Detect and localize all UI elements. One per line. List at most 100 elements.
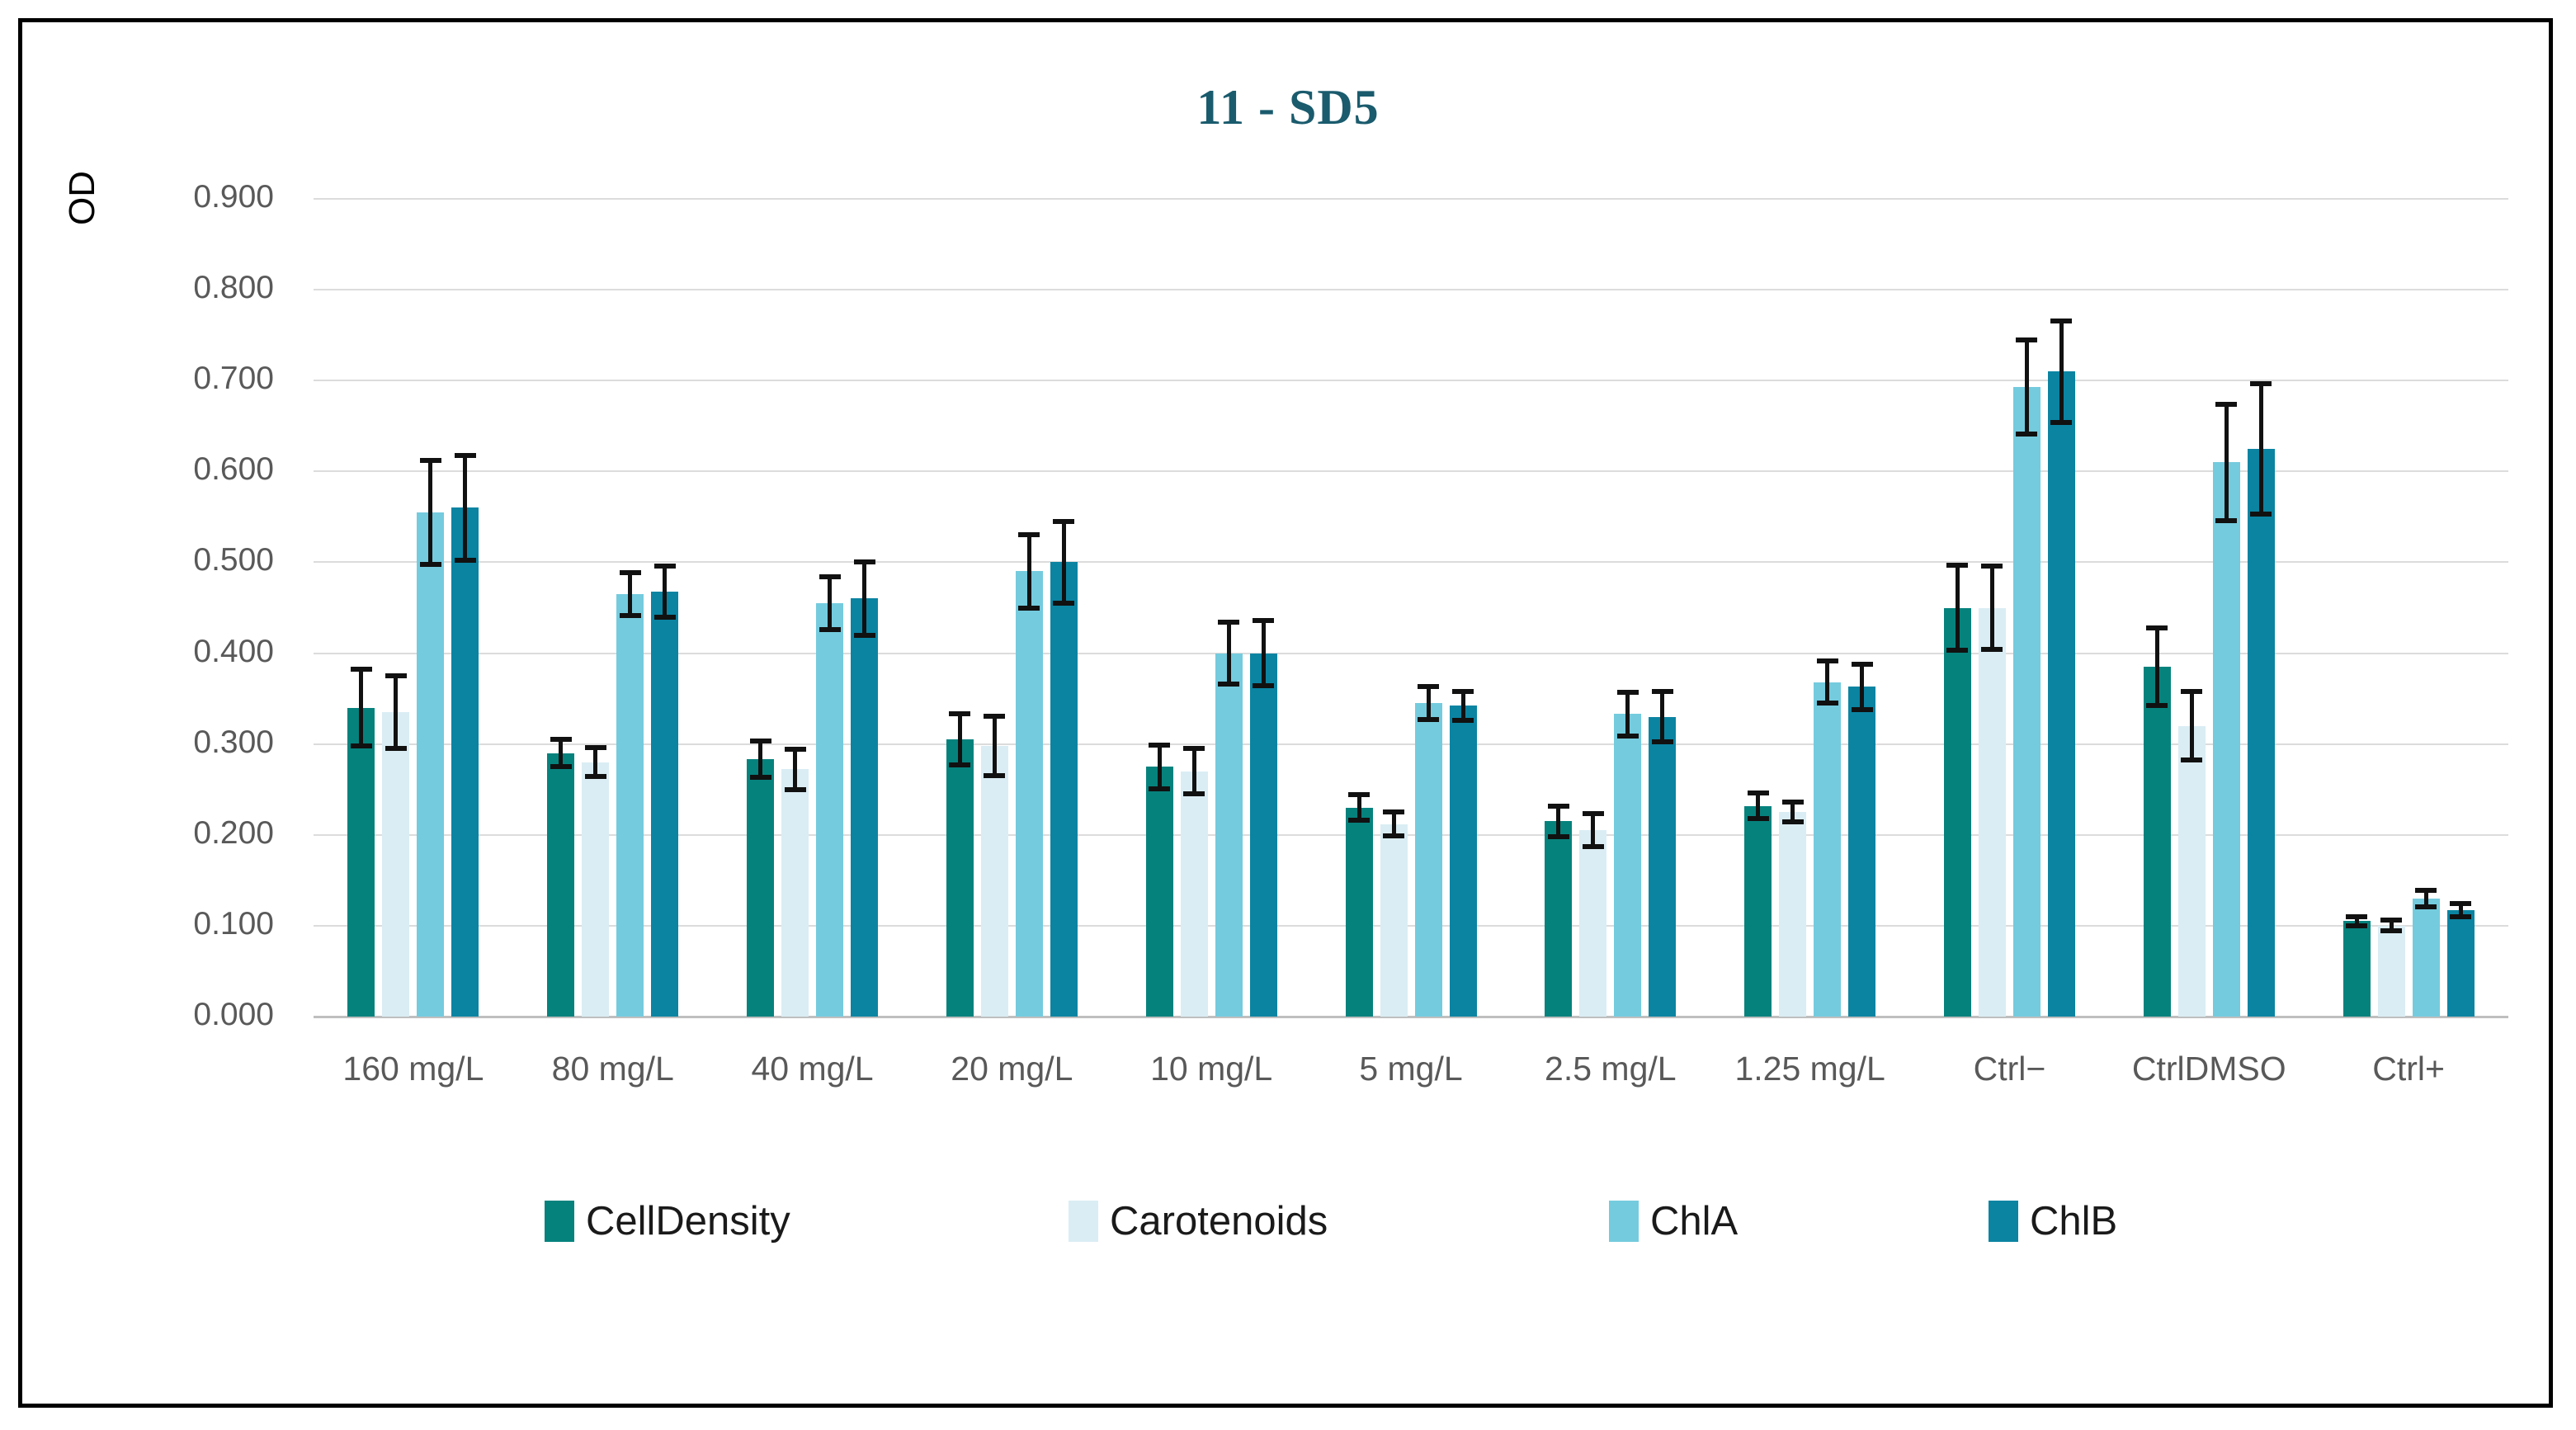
bar-chla-5 <box>1215 653 1243 1017</box>
error-bar-cap-bottom <box>419 561 441 567</box>
bar-celldensity-10 <box>2143 667 2171 1017</box>
legend-label: ChlB <box>2030 1199 2118 1244</box>
error-bar-cap-bottom <box>454 558 476 564</box>
error-bar-line <box>1226 622 1231 684</box>
error-bar-cap-top <box>984 713 1006 719</box>
gridline <box>314 380 2508 382</box>
error-bar-line <box>359 669 364 746</box>
error-bar-cap-bottom <box>853 632 875 638</box>
error-bar-cap-bottom <box>1149 786 1171 791</box>
bar-chla-2 <box>616 593 644 1017</box>
error-bar-cap-bottom <box>2050 419 2073 425</box>
error-bar-cap-bottom <box>1348 818 1370 824</box>
legend-label: ChlA <box>1650 1199 1739 1244</box>
error-bar-line <box>1756 793 1761 819</box>
error-bar-cap-top <box>1383 809 1404 815</box>
gridline <box>314 470 2508 473</box>
error-bar-cap-top <box>1651 688 1673 694</box>
bar-chlb-9 <box>2047 371 2075 1017</box>
error-bar-line <box>628 572 633 616</box>
error-bar-cap-top <box>1018 532 1040 538</box>
error-bar-cap-bottom <box>1547 833 1569 839</box>
error-bar-line <box>1157 744 1162 789</box>
error-bar-cap-bottom <box>619 613 641 619</box>
error-bar-cap-top <box>1946 562 1969 568</box>
bar-celldensity-7 <box>1545 821 1573 1017</box>
y-tick-label: 0.700 <box>193 361 274 397</box>
error-bar-line <box>2458 904 2463 917</box>
legend-item-carotenoids: Carotenoids <box>1069 1198 1328 1244</box>
error-bar-line <box>793 749 798 790</box>
legend-swatch-celldensity <box>545 1201 574 1242</box>
error-bar-cap-top <box>1253 617 1275 623</box>
gridline <box>314 924 2508 927</box>
bar-chla-10 <box>2212 462 2240 1017</box>
x-axis-category-label: 20 mg/L <box>951 1050 1073 1088</box>
error-bar-line <box>1591 814 1596 847</box>
error-bar-line <box>394 676 399 749</box>
error-bar-cap-top <box>350 667 372 673</box>
error-bar-cap-bottom <box>984 773 1006 779</box>
error-bar-line <box>2389 920 2394 932</box>
bar-chla-6 <box>1414 703 1442 1017</box>
error-bar-line <box>428 460 433 564</box>
error-bar-line <box>862 562 867 635</box>
legend-item-chlb: ChlB <box>1989 1198 2117 1244</box>
error-bar-cap-top <box>1747 791 1769 796</box>
bar-chlb-5 <box>1249 653 1277 1017</box>
error-bar-cap-top <box>385 673 407 679</box>
legend-swatch-chlb <box>1989 1201 2018 1242</box>
y-tick-label: 0.100 <box>193 905 274 942</box>
error-bar-cap-bottom <box>350 743 372 748</box>
y-axis-title: OD <box>62 171 102 225</box>
error-bar-line <box>2189 691 2194 761</box>
error-bar-cap-top <box>1582 811 1604 817</box>
bar-celldensity-2 <box>547 753 575 1017</box>
bar-celldensity-4 <box>946 739 974 1017</box>
bar-celldensity-5 <box>1145 767 1173 1017</box>
error-bar-line <box>2024 339 2029 435</box>
error-bar-cap-top <box>949 711 971 717</box>
error-bar-cap-top <box>584 745 606 751</box>
bar-celldensity-8 <box>1744 805 1772 1017</box>
bar-celldensity-3 <box>747 759 775 1017</box>
error-bar-cap-bottom <box>1747 815 1769 821</box>
bar-chla-1 <box>417 512 445 1017</box>
bar-carotenoids-8 <box>1779 812 1807 1017</box>
error-bar-line <box>463 455 468 561</box>
x-axis-category-label: 10 mg/L <box>1150 1050 1273 1088</box>
error-bar-line <box>1460 691 1465 721</box>
error-bar-cap-bottom <box>1946 648 1969 654</box>
error-bar-cap-bottom <box>653 614 676 620</box>
error-bar-line <box>2154 627 2159 706</box>
x-axis-category-label: Ctrl+ <box>2372 1050 2445 1088</box>
error-bar-cap-bottom <box>385 746 407 752</box>
error-bar-cap-top <box>1616 689 1639 695</box>
error-bar-cap-top <box>2415 887 2437 893</box>
bar-carotenoids-1 <box>382 712 410 1017</box>
error-bar-cap-top <box>1851 661 1873 667</box>
bar-celldensity-6 <box>1345 807 1373 1017</box>
error-bar-line <box>957 714 962 765</box>
error-bar-line <box>992 715 997 776</box>
error-bar-cap-top <box>653 563 676 569</box>
error-bar-line <box>1191 748 1196 795</box>
error-bar-line <box>663 565 668 617</box>
bar-chla-8 <box>1814 682 1842 1017</box>
bar-chlb-3 <box>851 598 879 1017</box>
x-axis-category-label: 80 mg/L <box>551 1050 674 1088</box>
gridline <box>314 561 2508 564</box>
bar-carotenoids-2 <box>582 762 610 1017</box>
error-bar-cap-bottom <box>1781 819 1804 825</box>
bar-chla-9 <box>2012 386 2041 1017</box>
error-bar-cap-bottom <box>2380 928 2403 934</box>
error-bar-cap-top <box>2016 337 2038 342</box>
error-bar-line <box>1955 564 1960 651</box>
error-bar-line <box>1556 805 1561 837</box>
bar-celldensity-1 <box>347 707 375 1017</box>
error-bar-cap-top <box>1547 803 1569 809</box>
error-bar-line <box>2059 320 2064 422</box>
error-bar-line <box>1026 535 1031 608</box>
error-bar-cap-top <box>749 739 771 744</box>
